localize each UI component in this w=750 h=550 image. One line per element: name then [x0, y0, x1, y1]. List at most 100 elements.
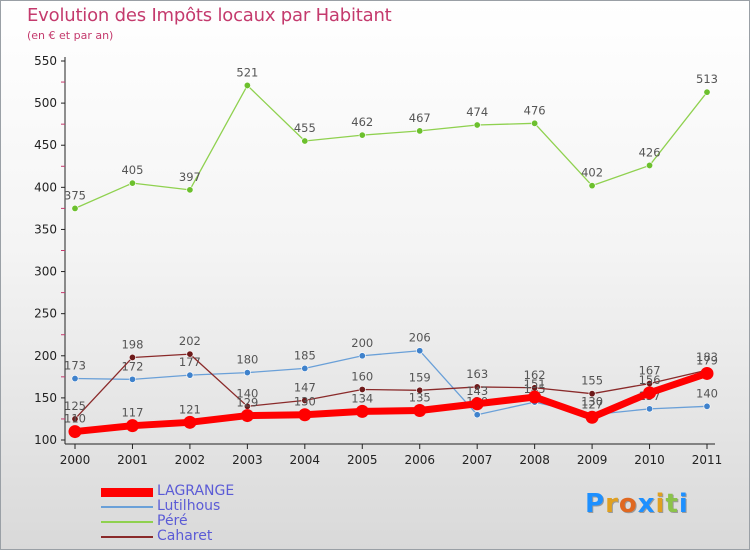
data-point	[588, 182, 596, 190]
data-label: 162	[524, 368, 546, 382]
data-label: 159	[409, 370, 431, 384]
data-label: 110	[64, 412, 86, 426]
data-point	[416, 386, 424, 394]
chart-subtitle: (en € et par an)	[27, 29, 114, 42]
logo-letter: x	[637, 489, 656, 519]
data-point	[298, 408, 312, 422]
data-point	[186, 186, 194, 194]
data-point	[243, 81, 251, 89]
data-point	[240, 409, 254, 423]
data-label: 125	[64, 399, 86, 413]
y-tick-label: 250	[34, 307, 57, 321]
data-label: 130	[581, 395, 603, 409]
y-tick-label: 300	[34, 265, 57, 279]
data-label: 135	[409, 391, 431, 405]
y-tick-label: 550	[34, 54, 57, 68]
x-tick-label: 2010	[634, 453, 665, 467]
data-label: 183	[696, 350, 718, 364]
data-point	[358, 385, 366, 393]
data-label: 129	[236, 396, 258, 410]
legend-label: Caharet	[157, 528, 213, 544]
data-point	[588, 390, 596, 398]
data-label: 130	[294, 395, 316, 409]
data-label: 402	[581, 166, 603, 180]
legend-swatch	[101, 536, 153, 538]
data-label: 198	[121, 337, 143, 351]
data-point	[243, 369, 251, 377]
data-label: 173	[64, 359, 86, 373]
data-point	[355, 404, 369, 418]
y-tick-label: 100	[34, 433, 57, 447]
x-tick-label: 2004	[290, 453, 321, 467]
data-label: 179	[696, 353, 718, 367]
data-label: 163	[466, 367, 488, 381]
y-tick-label: 500	[34, 96, 57, 110]
data-point	[416, 347, 424, 355]
data-point	[186, 371, 194, 379]
y-tick-label: 200	[34, 349, 57, 363]
data-point	[703, 88, 711, 96]
data-point	[416, 127, 424, 135]
data-point	[125, 419, 139, 433]
data-point	[473, 411, 481, 419]
data-point	[71, 204, 79, 212]
data-point	[473, 121, 481, 129]
data-point	[301, 364, 309, 372]
data-label: 160	[351, 369, 373, 383]
series-line-Péré	[74, 84, 708, 210]
data-point	[473, 383, 481, 391]
logo-letter: P	[585, 489, 606, 519]
logo-letter: t	[665, 489, 679, 519]
data-point	[413, 404, 427, 418]
x-tick-label: 2011	[692, 453, 723, 467]
data-label: 134	[351, 391, 373, 405]
chart-title: Evolution des Impôts locaux par Habitant	[27, 5, 392, 26]
y-tick-label: 350	[34, 222, 57, 236]
data-point	[585, 410, 599, 424]
data-label: 513	[696, 72, 718, 86]
data-label: 140	[236, 386, 258, 400]
data-point	[700, 366, 714, 380]
data-label: 151	[524, 377, 546, 391]
data-point	[301, 396, 309, 404]
data-label: 462	[351, 115, 373, 129]
data-label: 155	[581, 374, 603, 388]
data-label: 167	[639, 364, 661, 378]
data-point	[128, 353, 136, 361]
data-label: 202	[179, 334, 201, 348]
data-point	[68, 425, 82, 439]
data-point	[183, 415, 197, 429]
data-label: 375	[64, 188, 86, 202]
data-label: 467	[409, 111, 431, 125]
data-label: 147	[294, 380, 316, 394]
x-tick-label: 2002	[175, 453, 206, 467]
legend-swatch	[101, 521, 153, 523]
y-tick-label: 450	[34, 138, 57, 152]
y-tick-label: 150	[34, 391, 57, 405]
series-line-Caharet	[74, 353, 708, 420]
legend-label: Lutilhous	[157, 498, 221, 514]
data-point	[470, 397, 484, 411]
x-tick-label: 2007	[462, 453, 493, 467]
data-label: 474	[466, 105, 488, 119]
x-tick-label: 2001	[117, 453, 148, 467]
data-label: 397	[179, 170, 201, 184]
data-point	[128, 375, 136, 383]
data-label: 127	[581, 397, 603, 411]
logo-letter: i	[678, 489, 689, 519]
data-point	[128, 179, 136, 187]
data-point	[71, 375, 79, 383]
data-point	[301, 137, 309, 145]
data-label: 405	[121, 163, 143, 177]
data-point	[528, 390, 542, 404]
x-tick-label: 2009	[577, 453, 608, 467]
data-label: 117	[121, 406, 143, 420]
data-label: 156	[639, 373, 661, 387]
logo-letter: r	[605, 489, 619, 519]
data-point	[71, 415, 79, 423]
x-tick-label: 2006	[404, 453, 435, 467]
legend-label: LAGRANGE	[157, 483, 235, 499]
data-point	[646, 405, 654, 413]
